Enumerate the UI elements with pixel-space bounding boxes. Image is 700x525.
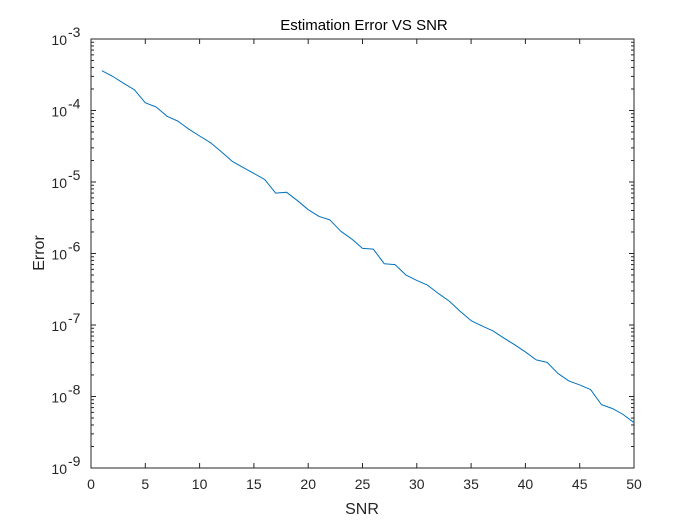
y-tick-label: 10 [51, 247, 67, 263]
y-tick-label: 10 [51, 104, 67, 120]
y-tick-exponent: -5 [68, 167, 81, 183]
y-tick-base: 10 [51, 104, 67, 120]
x-axis-label: SNR [345, 501, 379, 518]
y-tick-label: 10 [51, 175, 67, 191]
x-tick-label: 45 [572, 476, 588, 492]
chart-title: Estimation Error VS SNR [280, 17, 448, 34]
y-tick-base: 10 [51, 32, 67, 48]
y-tick-exponent: -6 [68, 239, 81, 255]
y-tick-label: 10 [51, 32, 67, 48]
x-tick-label: 40 [518, 476, 534, 492]
x-tick-label: 10 [192, 476, 208, 492]
y-tick-exponent: -7 [68, 310, 81, 326]
x-tick-label: 20 [300, 476, 316, 492]
y-tick-base: 10 [51, 390, 67, 406]
x-tick-label: 30 [409, 476, 425, 492]
y-tick-base: 10 [51, 247, 67, 263]
y-tick-base: 10 [51, 318, 67, 334]
y-tick-exponent: -9 [68, 453, 81, 469]
x-tick-label: 35 [463, 476, 479, 492]
y-tick-label: 10 [51, 318, 67, 334]
x-tick-label: 25 [355, 476, 371, 492]
y-tick-base: 10 [51, 175, 67, 191]
plot-area [90, 38, 635, 469]
y-tick-exponent: -3 [68, 24, 81, 40]
series-line [101, 70, 635, 424]
x-tick-label: 15 [246, 476, 262, 492]
x-tick-label: 0 [87, 476, 95, 492]
y-tick-base: 10 [51, 461, 67, 477]
series-layer [101, 70, 635, 424]
y-tick-exponent: -4 [68, 96, 81, 112]
x-axis: 0 5 10 15 20 25 30 35 40 45 50 [87, 39, 642, 492]
y-tick-label: 10 [51, 390, 67, 406]
y-tick-exponent: -8 [68, 382, 81, 398]
x-tick-label: 5 [141, 476, 149, 492]
x-tick-label: 50 [626, 476, 642, 492]
y-axis: 10-910-810-710-610-510-410-3 [51, 24, 634, 477]
y-tick-label: 10 [51, 461, 67, 477]
y-axis-label: Error [31, 235, 48, 271]
